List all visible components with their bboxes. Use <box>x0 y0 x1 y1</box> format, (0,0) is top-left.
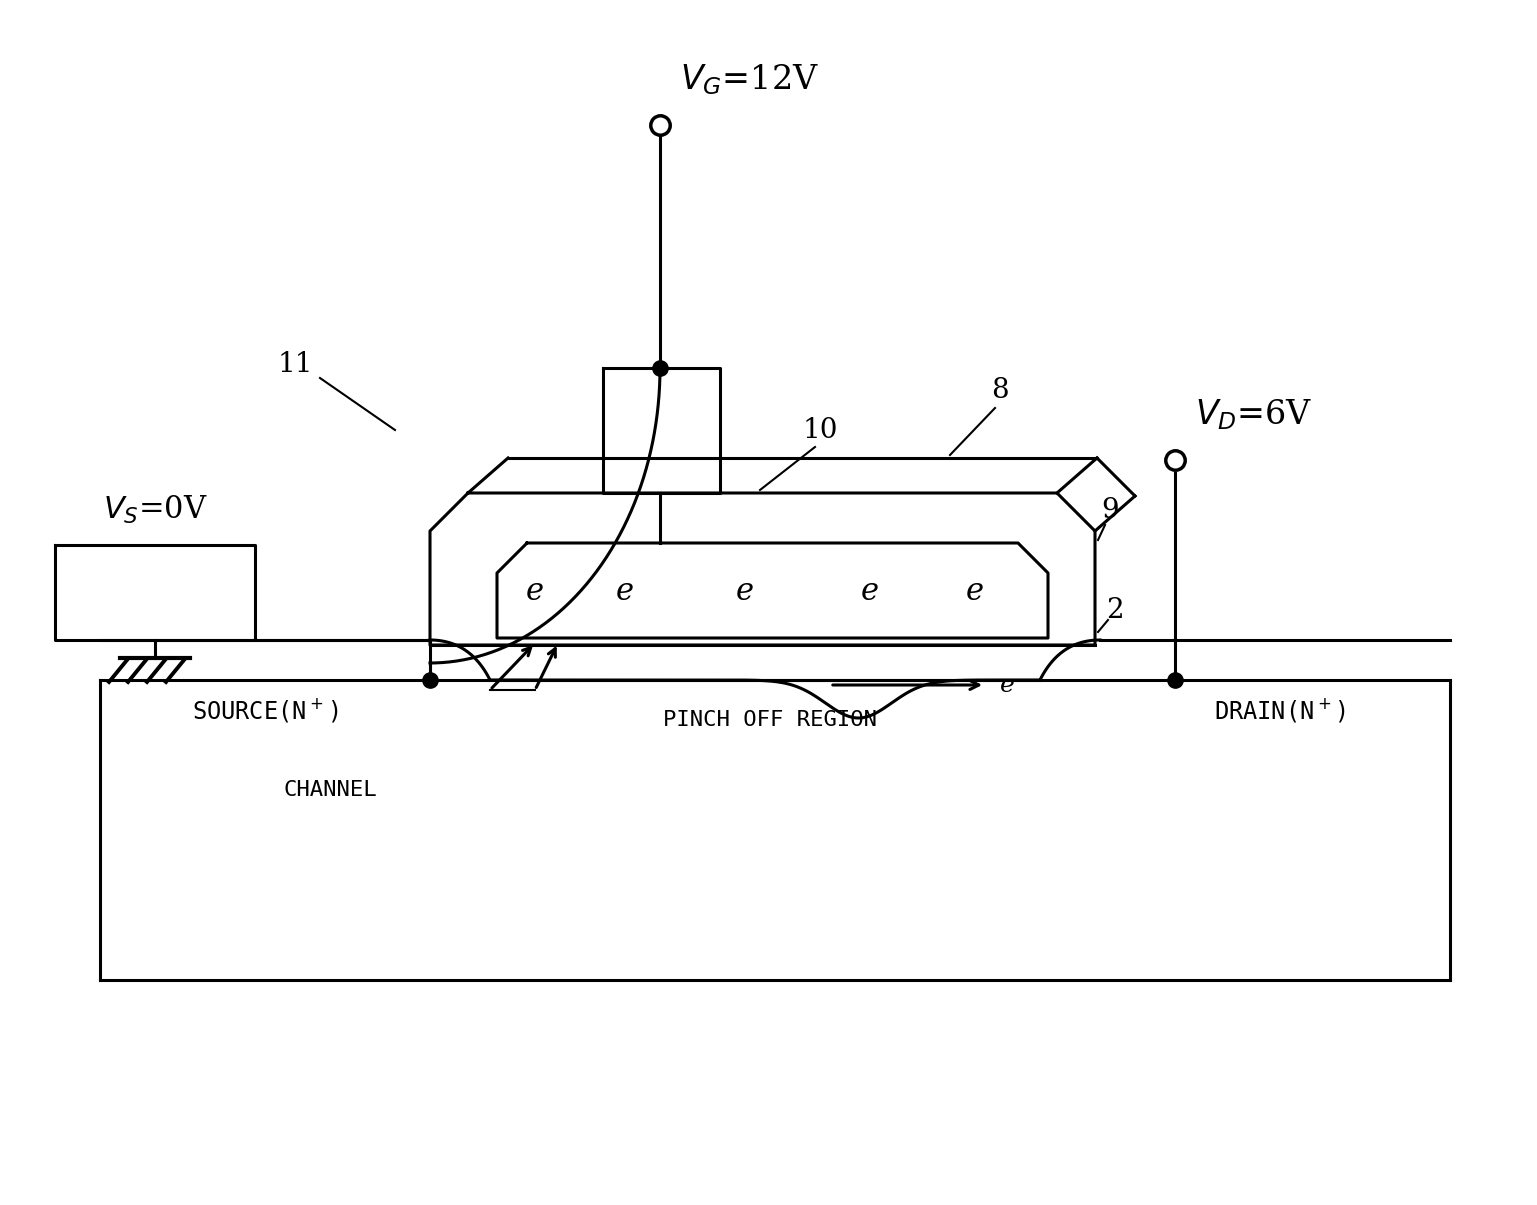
Text: 9: 9 <box>1100 496 1119 523</box>
Text: PINCH OFF REGION: PINCH OFF REGION <box>662 710 878 730</box>
Text: e: e <box>861 576 879 607</box>
Text: 8: 8 <box>991 376 1008 404</box>
Text: e: e <box>616 576 633 607</box>
Text: 2: 2 <box>1107 596 1124 623</box>
Text: $V_G$=12V: $V_G$=12V <box>679 63 819 98</box>
Text: 10: 10 <box>802 417 838 443</box>
Text: $V_D$=6V: $V_D$=6V <box>1194 398 1313 433</box>
Text: e: e <box>965 576 984 607</box>
Text: e: e <box>526 576 544 607</box>
Text: 11: 11 <box>277 352 312 378</box>
Text: e: e <box>736 576 755 607</box>
Text: e: e <box>1001 674 1014 696</box>
Text: $V_S$=0V: $V_S$=0V <box>103 494 207 527</box>
Text: SOURCE(N$^+$): SOURCE(N$^+$) <box>192 696 338 724</box>
Text: CHANNEL: CHANNEL <box>283 780 377 800</box>
Text: DRAIN(N$^+$): DRAIN(N$^+$) <box>1214 696 1346 724</box>
